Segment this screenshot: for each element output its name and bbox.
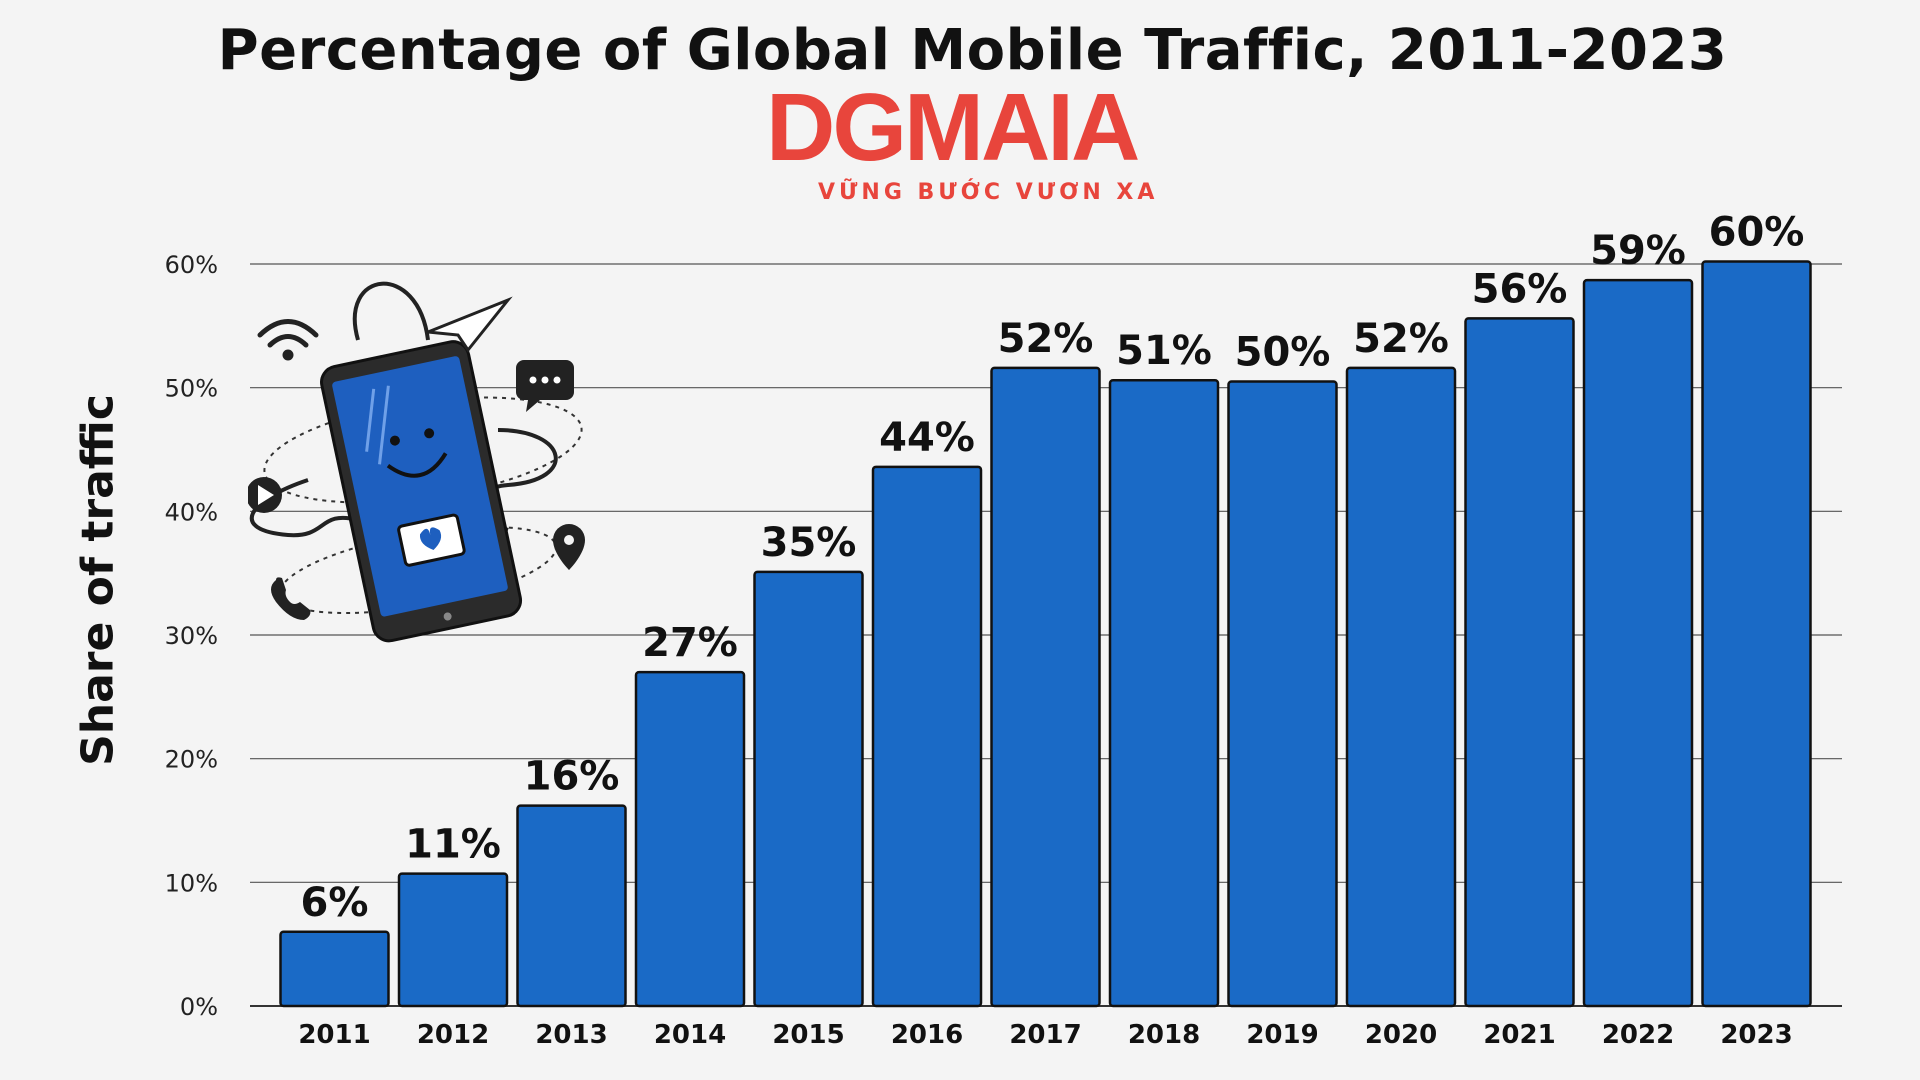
- brand-logo: DGMAIA VỮNG BƯỚC VƯƠN XA: [766, 78, 1161, 210]
- x-tick-labels: 2011 2012 2013 2014 2015 2016 2017 2018 2019 2020…: [298, 1020, 1792, 1050]
- bar-2020: [1345, 366, 1457, 1008]
- y-tick-label: 60%: [165, 251, 218, 279]
- x-tick-label: 2011: [298, 1020, 370, 1050]
- logo-tagline: VỮNG BƯỚC VƯƠN XA: [818, 180, 1159, 205]
- y-tick-label: 0%: [180, 993, 218, 1021]
- bar-2012: [397, 872, 509, 1008]
- bar-2014: [634, 670, 746, 1008]
- data-label: 51%: [1116, 328, 1212, 374]
- y-tick-label: 40%: [165, 498, 218, 526]
- bars: [279, 260, 1812, 1008]
- x-tick-label: 2022: [1602, 1020, 1674, 1050]
- x-tick-label: 2018: [1128, 1020, 1200, 1050]
- y-tick-label: 10%: [165, 869, 218, 897]
- bar-2023: [1701, 260, 1812, 1008]
- bar-2011: [279, 930, 390, 1008]
- bar-2015: [753, 570, 864, 1008]
- smartphone-illustration-icon: [248, 281, 585, 643]
- x-tick-label: 2020: [1365, 1020, 1437, 1050]
- logo-wordmark: DGMAIA: [766, 74, 1140, 181]
- x-tick-label: 2019: [1246, 1020, 1318, 1050]
- data-label: 6%: [301, 880, 369, 926]
- y-tick-labels: 0% 10% 20% 30% 40% 50% 60%: [165, 251, 218, 1021]
- data-label: 11%: [405, 822, 501, 868]
- bar-2013: [516, 804, 627, 1008]
- x-tick-label: 2015: [772, 1020, 844, 1050]
- x-tick-label: 2013: [535, 1020, 607, 1050]
- bar-2017: [990, 366, 1101, 1008]
- data-label: 16%: [524, 754, 620, 800]
- data-label: 35%: [761, 520, 857, 566]
- x-tick-label: 2016: [891, 1020, 963, 1050]
- x-tick-label: 2014: [654, 1020, 726, 1050]
- bar-2016: [871, 465, 983, 1008]
- bar-2021: [1464, 317, 1575, 1008]
- chart-title: Percentage of Global Mobile Traffic, 201…: [217, 18, 1728, 83]
- data-label: 52%: [998, 316, 1094, 362]
- data-label: 44%: [879, 415, 975, 461]
- x-tick-label: 2021: [1483, 1020, 1555, 1050]
- bar-2019: [1227, 380, 1338, 1008]
- data-label: 59%: [1590, 228, 1686, 274]
- data-label: 50%: [1235, 329, 1331, 375]
- data-label: 52%: [1353, 316, 1449, 362]
- x-tick-label: 2023: [1720, 1020, 1792, 1050]
- y-tick-label: 20%: [165, 746, 218, 774]
- x-tick-label: 2012: [417, 1020, 489, 1050]
- bar-2022: [1582, 278, 1694, 1008]
- data-labels: 6% 11% 16% 27% 35% 44% 52% 51% 50% 52% 56% 59% 60%: [301, 210, 1805, 926]
- bar-2018: [1108, 378, 1220, 1008]
- data-label: 56%: [1472, 266, 1568, 312]
- y-tick-label: 50%: [165, 375, 218, 403]
- data-label: 60%: [1709, 210, 1805, 256]
- y-tick-label: 30%: [165, 622, 218, 650]
- data-label: 27%: [642, 620, 738, 666]
- x-tick-label: 2017: [1009, 1020, 1081, 1050]
